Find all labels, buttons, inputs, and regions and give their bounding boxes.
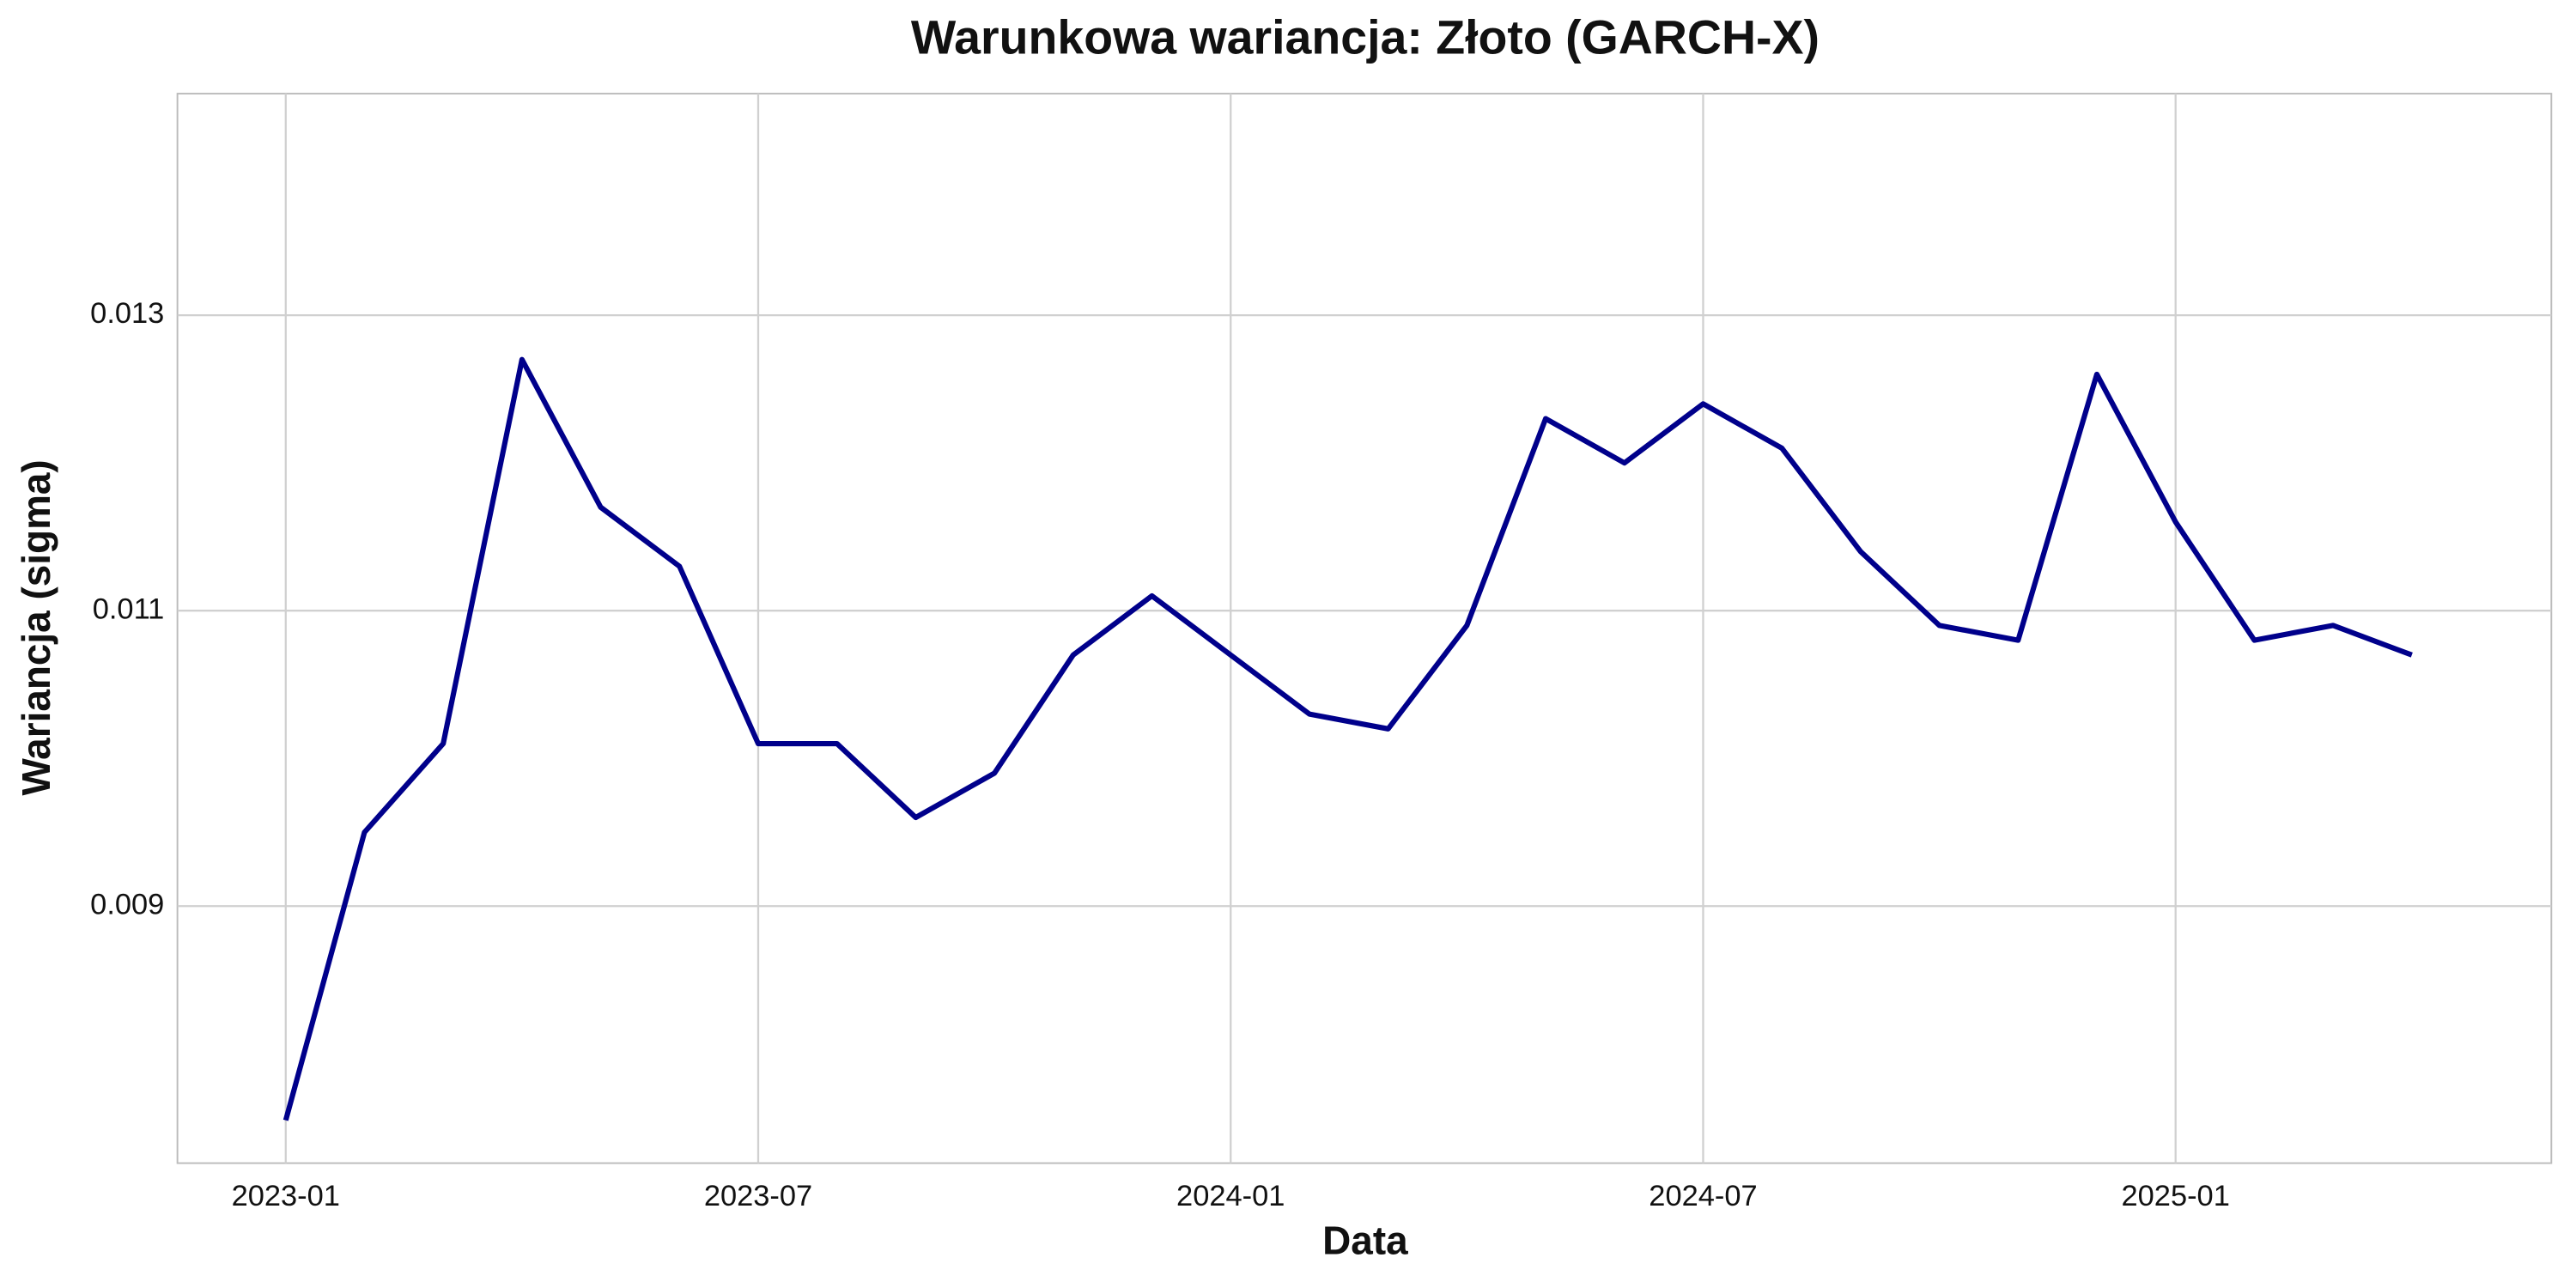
x-tick-label: 2025-01 — [2122, 1180, 2230, 1212]
y-tick-label: 0.013 — [90, 297, 164, 330]
x-axis-label: Data — [1322, 1218, 1408, 1262]
plot-panel — [176, 93, 2553, 1164]
x-tick-label: 2023-07 — [704, 1180, 812, 1212]
x-tick-label: 2023-01 — [232, 1180, 340, 1212]
chart-title: Warunkowa wariancja: Złoto (GARCH-X) — [911, 10, 1820, 64]
y-axis-label: Wariancja (sigma) — [14, 459, 58, 795]
x-tick-label: 2024-01 — [1176, 1180, 1285, 1212]
y-tick-label: 0.009 — [90, 888, 164, 920]
data-line — [283, 356, 2413, 1121]
x-tick-label: 2024-07 — [1649, 1180, 1757, 1212]
y-tick-label: 0.011 — [93, 592, 165, 625]
